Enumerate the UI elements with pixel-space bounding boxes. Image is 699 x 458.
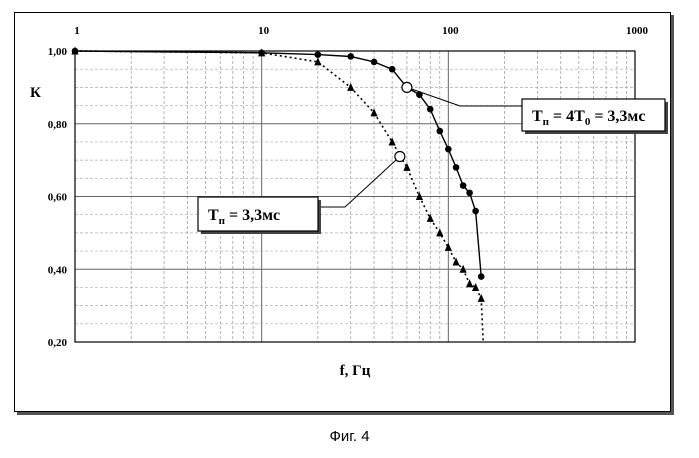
data-point-circle xyxy=(371,59,378,66)
data-point-triangle xyxy=(466,279,473,287)
annotation-marker xyxy=(402,82,412,92)
data-point-triangle xyxy=(436,228,443,236)
annotation: Тп = 4Т0 = 3,3мс xyxy=(402,82,668,134)
data-point-circle xyxy=(315,51,322,58)
series-group xyxy=(71,47,484,343)
annotations: Тп = 4Т0 = 3,3мсТп = 3,3мс xyxy=(198,82,668,234)
data-point-triangle xyxy=(403,163,410,171)
x-tick-label: 1 xyxy=(74,25,80,37)
y-tick-label: 0,20 xyxy=(48,337,68,349)
data-point-circle xyxy=(436,128,443,135)
y-tick-label: 0,40 xyxy=(48,264,68,276)
y-tick-labels: 1,00 0,80 0,60 0,40 0,20 xyxy=(48,46,68,349)
y-axis-label: К xyxy=(30,85,41,101)
annotation-leader xyxy=(318,156,400,207)
data-point-triangle xyxy=(445,243,452,251)
x-tick-label: 100 xyxy=(442,25,459,37)
annotation-text: Т xyxy=(208,207,219,224)
data-point-triangle xyxy=(389,137,396,145)
x-tick-label: 1000 xyxy=(626,25,649,37)
data-point-circle xyxy=(460,182,467,189)
data-point-circle xyxy=(389,66,396,73)
series-tail-line xyxy=(481,298,483,342)
figure-caption: Фиг. 4 xyxy=(0,428,699,445)
data-point-circle xyxy=(427,106,434,113)
annotation-text: = 3,3мс xyxy=(225,207,280,224)
y-tick-label: 0,60 xyxy=(48,192,68,204)
series-line xyxy=(75,51,481,298)
data-point-circle xyxy=(453,164,460,171)
annotation-text: = 4Т xyxy=(549,108,585,125)
annotation-marker xyxy=(395,151,405,161)
data-point-circle xyxy=(445,146,452,153)
y-tick-label: 0,80 xyxy=(48,119,68,131)
data-point-triangle xyxy=(472,283,479,291)
data-point-triangle xyxy=(347,83,354,91)
y-tick-label: 1,00 xyxy=(48,46,68,58)
grid xyxy=(75,51,635,342)
data-point-circle xyxy=(347,53,354,60)
data-point-circle xyxy=(478,273,485,280)
data-point-circle xyxy=(472,208,479,215)
annotation-text: = 3,3мс xyxy=(590,108,645,125)
annotation-text: Т xyxy=(532,108,543,125)
data-point-circle xyxy=(466,190,473,197)
x-axis-label: f, Гц xyxy=(340,363,371,379)
series-line xyxy=(75,51,481,277)
x-tick-label: 10 xyxy=(258,25,270,37)
x-tick-labels: 1 10 100 1000 xyxy=(74,25,648,37)
